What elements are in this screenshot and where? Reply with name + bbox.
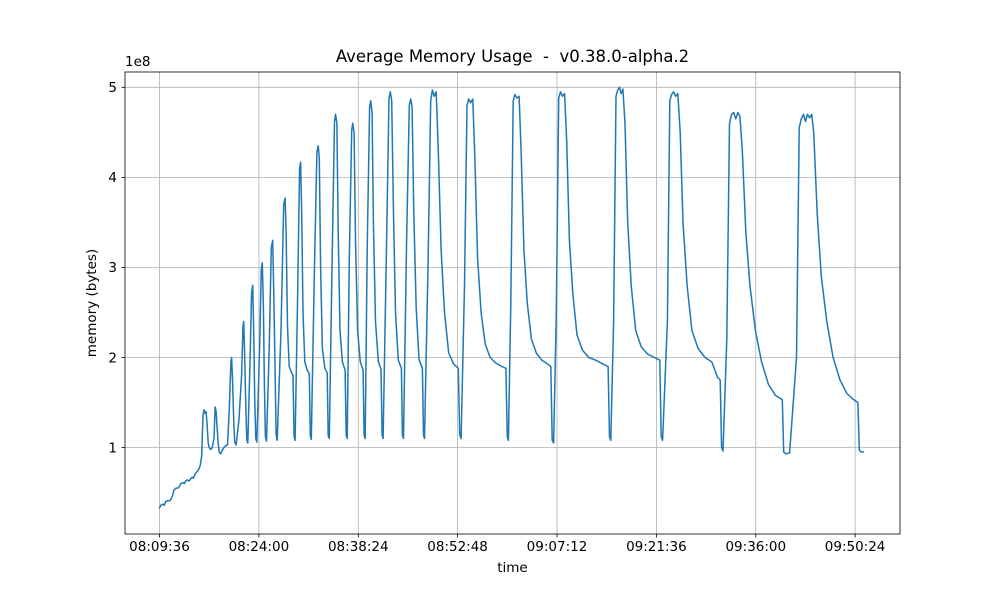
x-tick-label: 09:50:24 (825, 539, 886, 555)
y-tick-label: 3 (108, 260, 117, 276)
y-tick-label: 5 (108, 80, 117, 96)
x-tick-label: 08:52:48 (427, 539, 488, 555)
y-tick-label: 4 (108, 170, 117, 186)
x-tick-label: 08:24:00 (229, 539, 290, 555)
y-tick-label: 1 (108, 440, 117, 456)
chart-title: Average Memory Usage - v0.38.0-alpha.2 (336, 47, 689, 66)
x-axis-label: time (497, 560, 528, 576)
x-tick-label: 08:38:24 (328, 539, 389, 555)
y-axis-offset-text: 1e8 (125, 54, 150, 70)
plot-area: 08:09:36 08:24:00 08:38:24 08:52:48 09:07:12… (108, 71, 901, 555)
x-tick-label: 09:36:00 (725, 539, 786, 555)
y-axis-label: memory (bytes) (84, 249, 100, 357)
x-tick-label: 09:21:36 (626, 539, 687, 555)
y-tick-label: 2 (108, 350, 117, 366)
memory-series-line (158, 86, 865, 509)
x-tick-label: 09:07:12 (527, 539, 588, 555)
axes-frame (124, 71, 901, 535)
x-tick-label: 08:09:36 (129, 539, 190, 555)
